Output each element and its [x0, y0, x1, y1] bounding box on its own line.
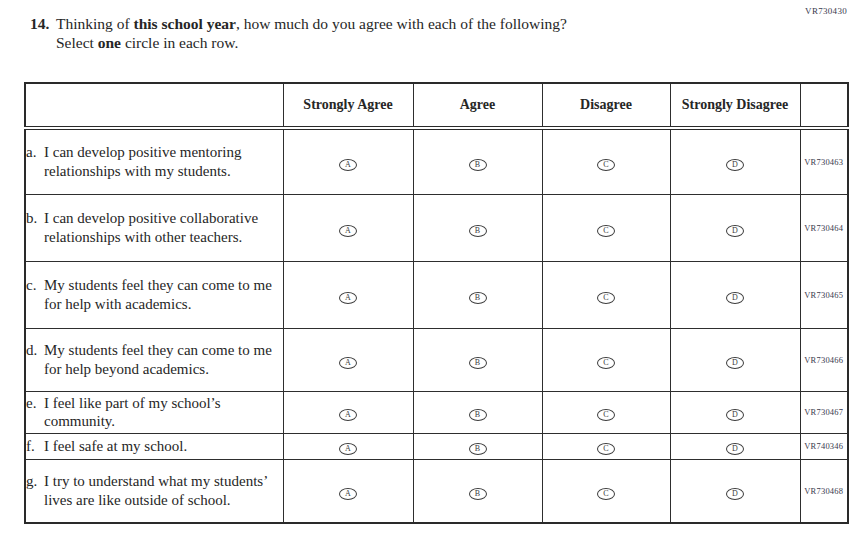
option-bubble-b[interactable]: B [469, 292, 487, 304]
table-row: e.I feel like part of my school’s commun… [25, 391, 848, 433]
option-bubble-d[interactable]: D [726, 409, 744, 421]
statement-column-header [25, 83, 283, 128]
header-row: Strongly Agree Agree Disagree Strongly D… [25, 83, 848, 128]
column-header-strongly-agree: Strongly Agree [283, 83, 413, 128]
row-code: VR740346 [800, 433, 848, 459]
option-bubble-c[interactable]: C [597, 409, 615, 421]
option-bubble-c[interactable]: C [597, 488, 615, 500]
option-bubble-c[interactable]: C [597, 357, 615, 369]
option-bubble-b[interactable]: B [469, 159, 487, 171]
row-code: VR730466 [800, 328, 848, 391]
row-code: VR730463 [800, 128, 848, 194]
row-code: VR730468 [800, 459, 848, 523]
question-block: 14. Thinking of this school year, how mu… [30, 14, 801, 52]
option-bubble-a[interactable]: A [339, 443, 357, 455]
statement-cell: g.I try to understand what my students’ … [25, 459, 283, 523]
agreement-matrix-table: Strongly Agree Agree Disagree Strongly D… [24, 82, 849, 524]
option-bubble-a[interactable]: A [339, 488, 357, 500]
table-row: a.I can develop positive mentoring relat… [25, 128, 848, 194]
statement-text: I can develop positive collaborative rel… [44, 209, 283, 246]
statement-text: My students feel they can come to me for… [44, 341, 283, 378]
question-line-2: Select one circle in each row. [56, 33, 567, 52]
question-number: 14. [30, 14, 56, 52]
row-letter: d. [26, 341, 44, 378]
row-letter: a. [26, 143, 44, 180]
column-header-agree: Agree [413, 83, 542, 128]
statement-cell: a.I can develop positive mentoring relat… [25, 128, 283, 194]
statement-cell: f.I feel safe at my school. [25, 433, 283, 459]
option-bubble-c[interactable]: C [597, 292, 615, 304]
row-letter: b. [26, 209, 44, 246]
option-bubble-b[interactable]: B [469, 225, 487, 237]
table-row: c.My students feel they can come to me f… [25, 261, 848, 328]
option-bubble-c[interactable]: C [597, 159, 615, 171]
option-bubble-b[interactable]: B [469, 409, 487, 421]
option-bubble-d[interactable]: D [726, 159, 744, 171]
table-row: f.I feel safe at my school. A B C D VR74… [25, 433, 848, 459]
row-code: VR730465 [800, 261, 848, 328]
form-code-top-right: VR730430 [805, 6, 847, 16]
row-letter: g. [26, 472, 44, 509]
row-letter: c. [26, 276, 44, 313]
option-bubble-c[interactable]: C [597, 225, 615, 237]
code-column-header [800, 83, 848, 128]
statement-text: My students feel they can come to me for… [44, 276, 283, 313]
row-code: VR730464 [800, 194, 848, 261]
option-bubble-b[interactable]: B [469, 443, 487, 455]
option-bubble-a[interactable]: A [339, 357, 357, 369]
option-bubble-d[interactable]: D [726, 357, 744, 369]
statement-cell: e.I feel like part of my school’s commun… [25, 391, 283, 433]
option-bubble-a[interactable]: A [339, 225, 357, 237]
question-line-1: Thinking of this school year, how much d… [56, 14, 567, 33]
statement-text: I feel safe at my school. [44, 437, 283, 456]
statement-cell: b.I can develop positive collaborative r… [25, 194, 283, 261]
option-bubble-a[interactable]: A [339, 409, 357, 421]
row-code: VR730467 [800, 391, 848, 433]
table-row: b.I can develop positive collaborative r… [25, 194, 848, 261]
statement-text: I try to understand what my students’ li… [44, 472, 283, 509]
option-bubble-c[interactable]: C [597, 443, 615, 455]
statement-cell: d.My students feel they can come to me f… [25, 328, 283, 391]
question-text: Thinking of this school year, how much d… [56, 14, 567, 52]
option-bubble-d[interactable]: D [726, 292, 744, 304]
option-bubble-d[interactable]: D [726, 443, 744, 455]
statement-text: I can develop positive mentoring relatio… [44, 143, 283, 180]
row-letter: e. [26, 394, 44, 431]
column-header-disagree: Disagree [542, 83, 670, 128]
option-bubble-a[interactable]: A [339, 292, 357, 304]
table-row: g.I try to understand what my students’ … [25, 459, 848, 523]
option-bubble-d[interactable]: D [726, 225, 744, 237]
option-bubble-d[interactable]: D [726, 488, 744, 500]
option-bubble-b[interactable]: B [469, 357, 487, 369]
column-header-strongly-disagree: Strongly Disagree [670, 83, 800, 128]
option-bubble-b[interactable]: B [469, 488, 487, 500]
option-bubble-a[interactable]: A [339, 159, 357, 171]
table-row: d.My students feel they can come to me f… [25, 328, 848, 391]
statement-text: I feel like part of my school’s communit… [44, 394, 283, 431]
row-letter: f. [26, 437, 44, 456]
statement-cell: c.My students feel they can come to me f… [25, 261, 283, 328]
